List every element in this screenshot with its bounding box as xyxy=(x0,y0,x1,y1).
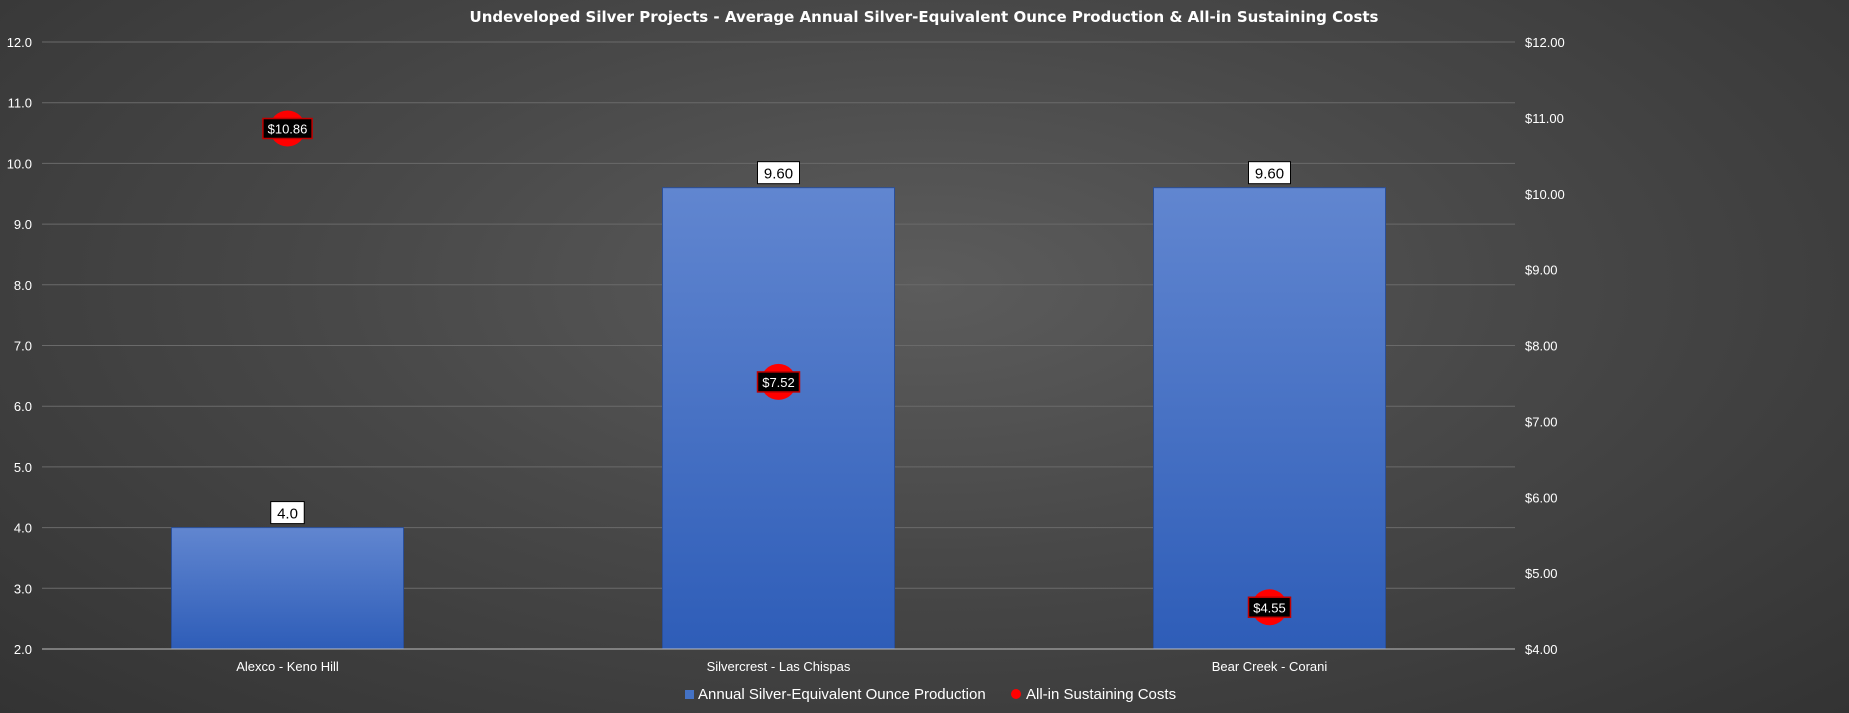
bar-label-box xyxy=(1248,161,1291,185)
left-tick-label: 3.0 xyxy=(14,581,32,596)
bar-label: 9.60 xyxy=(1255,166,1284,183)
legend-swatch-aisc xyxy=(1011,689,1021,699)
legend-label-aisc: All-in Sustaining Costs xyxy=(1026,686,1176,703)
bar-label-box xyxy=(270,501,305,525)
left-tick-label: 12.0 xyxy=(7,35,32,50)
bar xyxy=(662,187,895,650)
left-tick-label: 8.0 xyxy=(14,278,32,293)
point-label: $10.86 xyxy=(268,121,308,136)
legend-label-production: Annual Silver-Equivalent Ounce Productio… xyxy=(698,686,986,703)
legend: Annual Silver-Equivalent Ounce Productio… xyxy=(685,686,1176,703)
left-tick-label: 10.0 xyxy=(7,156,32,171)
bar-label: 9.60 xyxy=(764,166,793,183)
point-label-box xyxy=(1247,596,1292,619)
point-label-box xyxy=(756,371,801,393)
right-tick-label: $4.00 xyxy=(1525,642,1558,657)
legend-swatch-production xyxy=(685,690,694,699)
right-tick-label: $7.00 xyxy=(1525,414,1558,429)
bar xyxy=(171,527,404,650)
category-label: Bear Creek - Corani xyxy=(1212,659,1328,674)
right-tick-label: $8.00 xyxy=(1525,339,1558,354)
right-tick-label: $10.00 xyxy=(1525,187,1565,202)
right-tick-label: $12.00 xyxy=(1525,35,1565,50)
right-tick-label: $9.00 xyxy=(1525,263,1558,278)
point-label-box xyxy=(262,117,313,140)
bar xyxy=(1153,187,1386,650)
right-tick-label: $6.00 xyxy=(1525,490,1558,505)
category-label: Silvercrest - Las Chispas xyxy=(707,659,851,674)
bar-label-box xyxy=(757,161,800,185)
left-tick-label: 9.0 xyxy=(14,217,32,232)
right-tick-label: $5.00 xyxy=(1525,566,1558,581)
left-tick-label: 7.0 xyxy=(14,339,32,354)
category-label: Alexco - Keno Hill xyxy=(236,659,339,674)
left-y-axis: 2.0 3.0 4.0 5.0 6.0 7.0 8.0 9.0 10.0 11.0 12.0 xyxy=(7,35,32,657)
right-tick-label: $11.00 xyxy=(1525,111,1564,126)
x-axis: Alexco - Keno Hill Silvercrest - Las Chis… xyxy=(42,648,1515,674)
right-y-axis: $4.00 $5.00 $6.00 $7.00 $8.00 $9.00 $10.00 $11.… xyxy=(1525,35,1565,657)
left-tick-label: 5.0 xyxy=(14,460,32,475)
point-label: $4.55 xyxy=(1253,600,1286,615)
left-tick-label: 2.0 xyxy=(14,642,32,657)
point-label: $7.52 xyxy=(762,375,795,390)
bar-series: 4.0 9.60 9.60 xyxy=(171,161,1386,650)
left-tick-label: 6.0 xyxy=(14,399,32,414)
scatter-series: $10.86 $7.52 $4.55 xyxy=(262,110,1292,626)
left-tick-label: 11.0 xyxy=(8,96,32,111)
bar-label: 4.0 xyxy=(277,506,298,523)
left-tick-label: 4.0 xyxy=(14,521,32,536)
chart-title: Undeveloped Silver Projects - Average An… xyxy=(470,8,1379,26)
